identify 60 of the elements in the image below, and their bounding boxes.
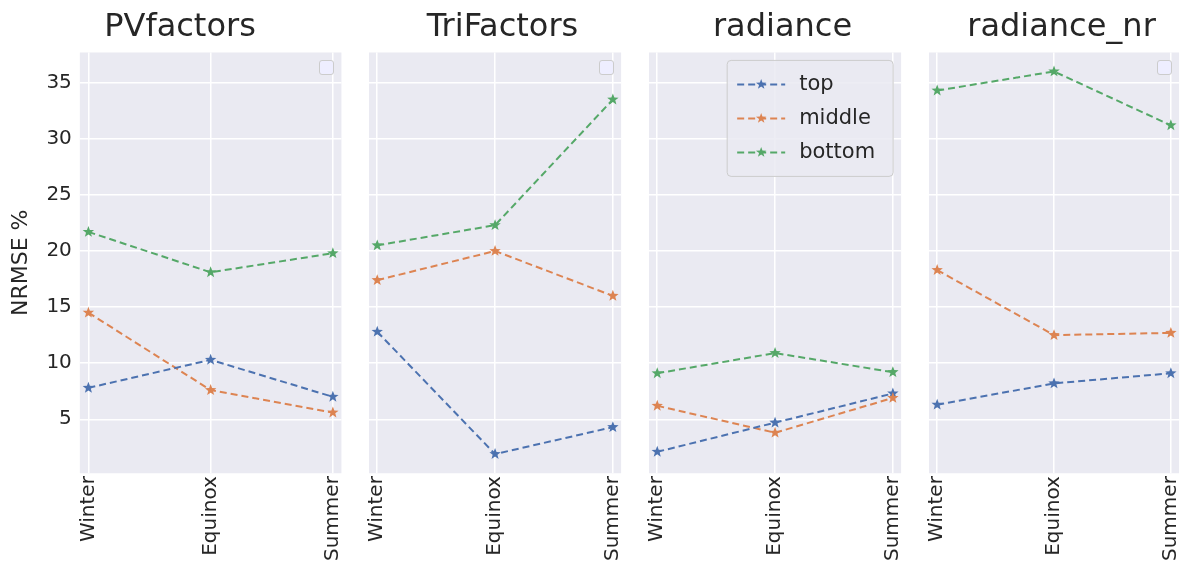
point bbox=[887, 391, 899, 403]
x-tick-label: Winter bbox=[74, 475, 99, 543]
y-tick-label: 20 bbox=[46, 237, 72, 262]
point bbox=[1165, 367, 1177, 379]
point bbox=[887, 366, 899, 378]
x-tick-label: Winter bbox=[923, 475, 948, 543]
y-axis-title: NRMSE % bbox=[6, 209, 32, 317]
point bbox=[769, 416, 781, 428]
point bbox=[931, 264, 943, 275]
point bbox=[327, 390, 339, 402]
y-tick-label: 35 bbox=[46, 68, 72, 93]
point bbox=[769, 426, 781, 438]
point bbox=[1048, 329, 1060, 340]
point bbox=[1165, 326, 1177, 338]
legend-label: top bbox=[799, 70, 834, 95]
x-tick-label: Winter bbox=[363, 475, 388, 543]
x-tick-label: Summer bbox=[319, 475, 344, 562]
chart-title: PVfactors bbox=[104, 5, 256, 44]
chart-title: radiance_nr bbox=[967, 5, 1157, 44]
point bbox=[82, 225, 95, 237]
point bbox=[651, 367, 663, 379]
point bbox=[651, 399, 663, 411]
x-tick-label: Equinox bbox=[761, 475, 786, 556]
point bbox=[769, 347, 781, 358]
chart-title: TriFactors bbox=[425, 5, 579, 44]
point bbox=[1165, 119, 1177, 131]
point bbox=[327, 247, 339, 259]
y-tick-label: 15 bbox=[46, 293, 72, 318]
legend-label: bottom bbox=[799, 138, 876, 163]
point bbox=[327, 406, 339, 418]
y-tick-label: 25 bbox=[46, 181, 72, 206]
point bbox=[651, 445, 663, 457]
point bbox=[607, 289, 619, 301]
y-tick-label: 10 bbox=[46, 349, 72, 374]
point bbox=[204, 384, 217, 395]
point bbox=[371, 274, 383, 286]
point bbox=[607, 93, 619, 105]
x-tick-label: Summer bbox=[879, 475, 904, 562]
point bbox=[1048, 65, 1060, 77]
point bbox=[489, 244, 501, 256]
x-tick-label: Winter bbox=[643, 475, 668, 543]
legend-label: middle bbox=[799, 104, 871, 129]
point bbox=[371, 239, 383, 251]
x-tick-label: Equinox bbox=[481, 475, 506, 556]
point bbox=[204, 353, 217, 365]
point bbox=[371, 325, 383, 337]
y-tick-label: 30 bbox=[46, 124, 72, 149]
point bbox=[489, 448, 501, 459]
point bbox=[607, 421, 619, 432]
chart-title: radiance bbox=[712, 5, 853, 44]
x-tick-label: Equinox bbox=[1040, 475, 1065, 556]
point bbox=[1048, 377, 1060, 389]
x-tick-label: Summer bbox=[1157, 475, 1182, 562]
point bbox=[931, 398, 943, 410]
point bbox=[931, 84, 943, 96]
point bbox=[82, 306, 95, 318]
x-tick-label: Summer bbox=[599, 475, 624, 562]
y-tick-label: 5 bbox=[59, 405, 72, 430]
x-tick-label: Equinox bbox=[196, 475, 221, 556]
point bbox=[489, 219, 501, 231]
